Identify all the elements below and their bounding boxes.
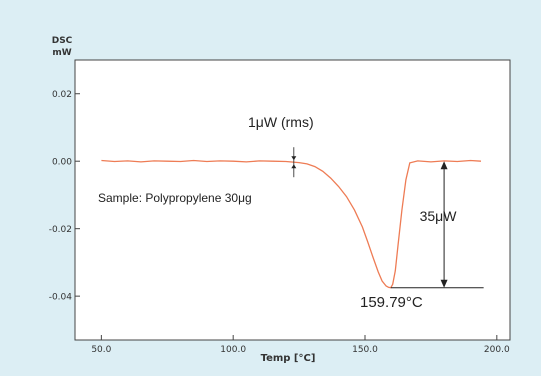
dsc-curve [101,159,482,289]
x-tick-label: 200.0 [484,345,510,355]
peak-label: 159.79°C [360,294,423,311]
y-axis-title: DSC [52,36,73,46]
sample-label: Sample: Polypropylene 30μg [98,191,252,205]
noise-label: 1μW (rms) [248,114,314,130]
x-tick-label: 150.0 [352,345,378,355]
x-tick-label: 100.0 [220,345,246,355]
x-axis-title: Temp [°C] [261,353,316,364]
y-axis-unit: mW [52,48,71,58]
height-arrow-head-top [440,161,448,170]
y-axis-ticks: 0.02 0.00 -0.02 -0.04 [49,90,80,303]
height-label-bg [456,205,509,225]
noise-arrow-head-up [291,164,297,169]
height-label: 35μW [420,208,458,224]
x-axis-ticks: 50.0 100.0 150.0 200.0 [91,335,510,355]
y-tick-label: 0.00 [52,158,72,168]
annotations [291,147,509,289]
y-tick-label: 0.02 [52,90,72,100]
y-tick-label: -0.04 [49,293,73,303]
height-arrow-head-bottom [440,279,448,288]
y-tick-label: -0.02 [49,225,72,235]
noise-arrow-head-down [291,156,297,161]
plot-area [74,59,511,341]
x-tick-label: 50.0 [91,345,111,355]
